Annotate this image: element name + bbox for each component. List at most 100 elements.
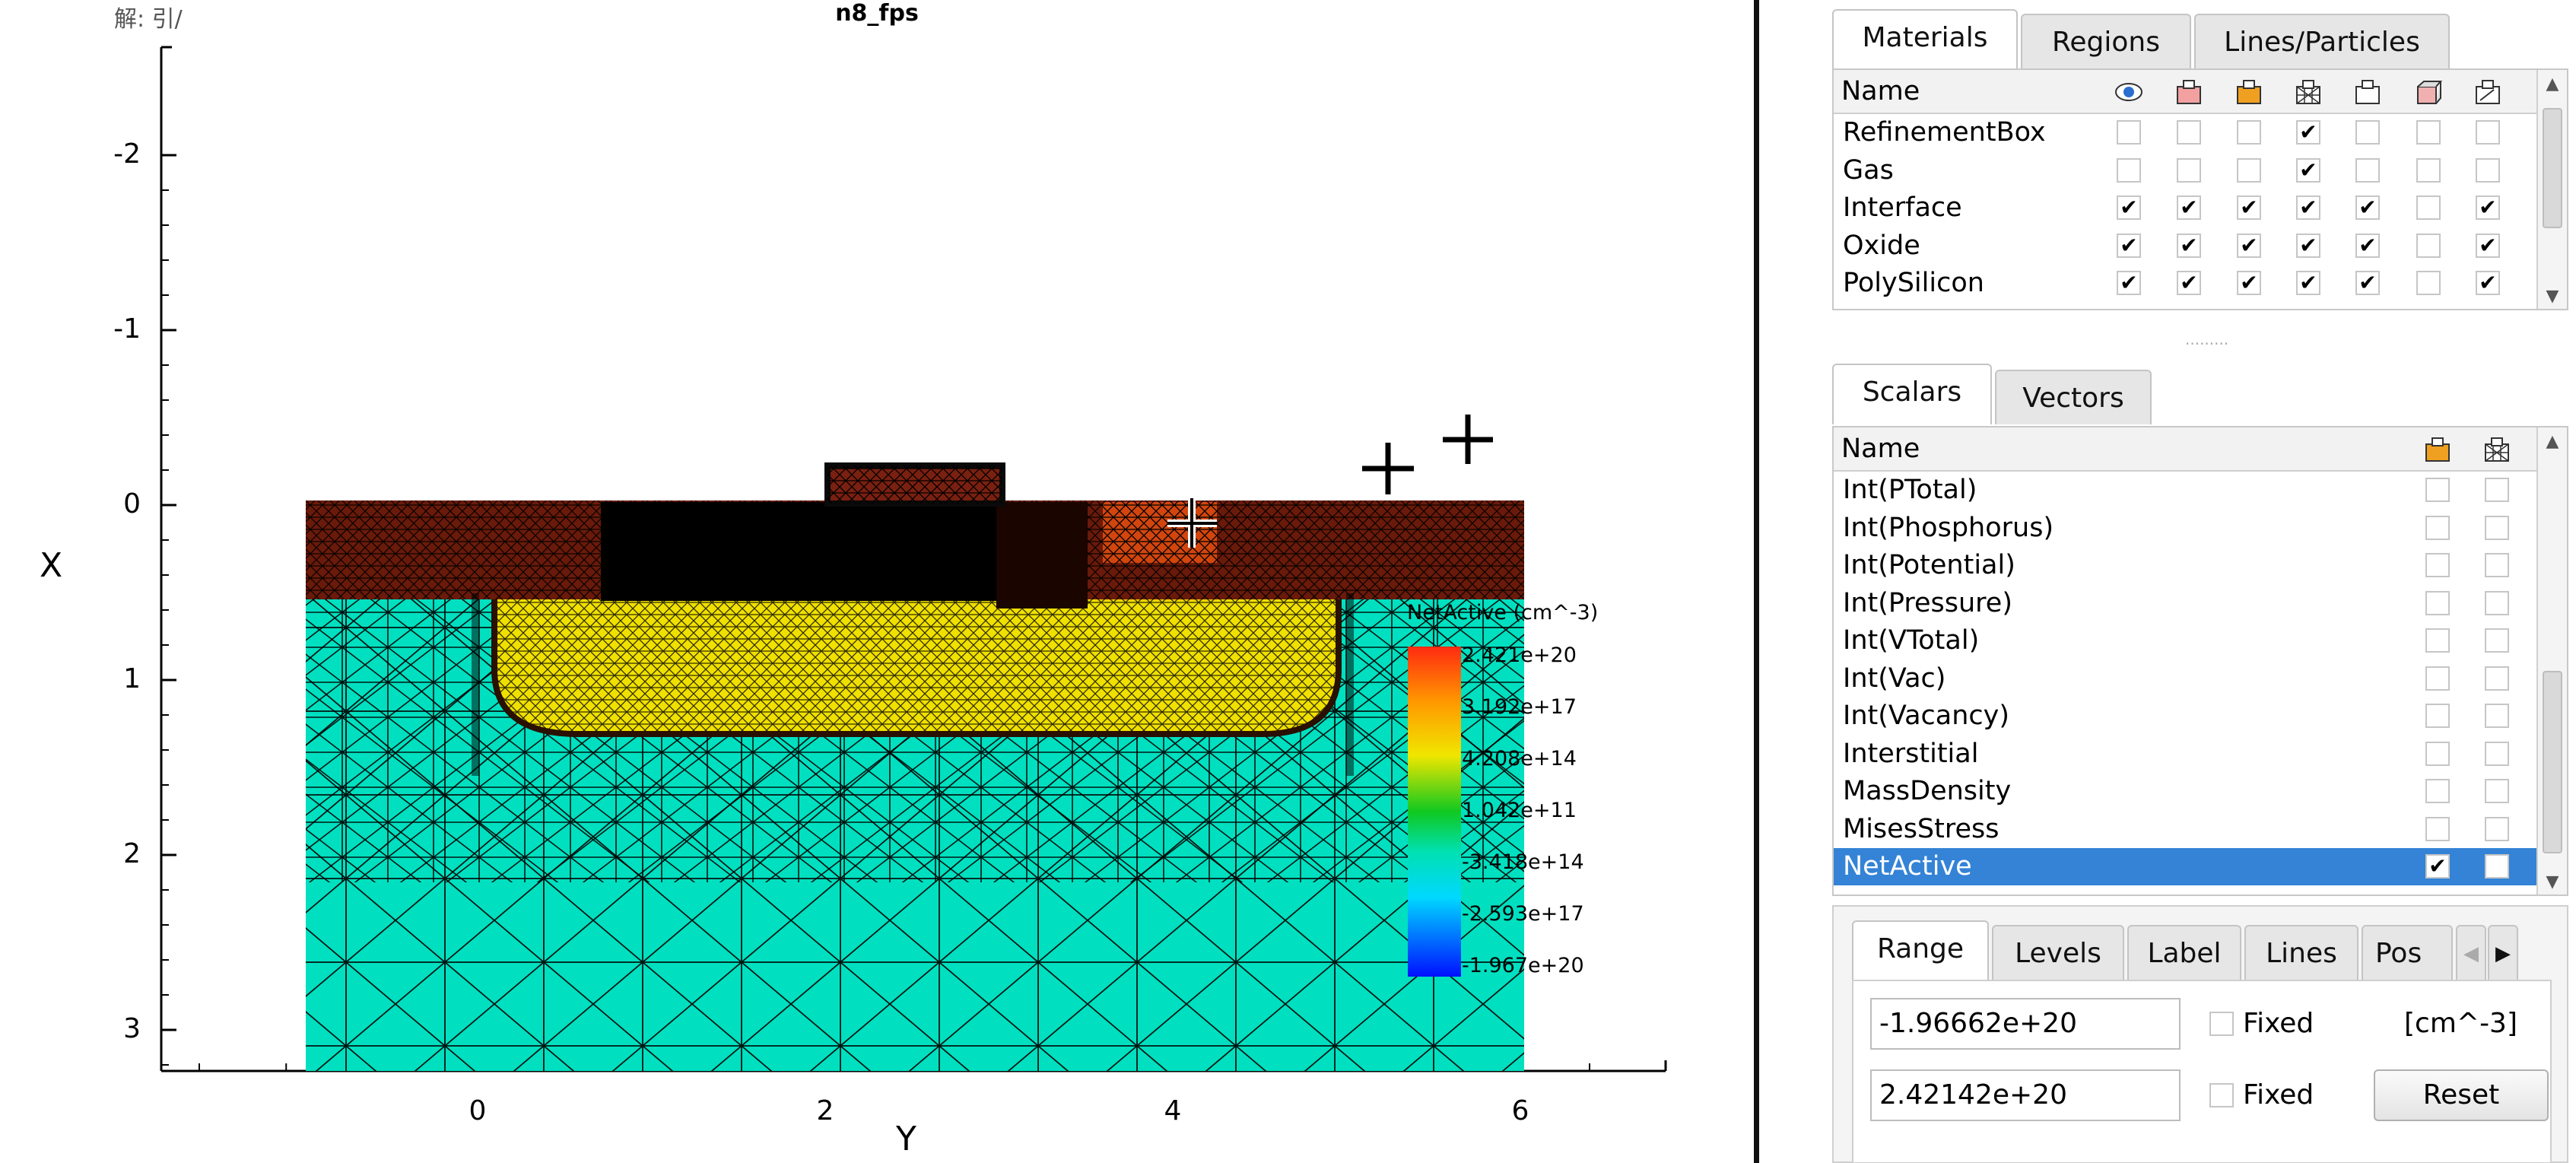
visibility-checkbox[interactable]	[2416, 195, 2441, 220]
visibility-checkbox[interactable]	[2425, 741, 2450, 766]
visibility-checkbox[interactable]	[2416, 233, 2441, 258]
table-row[interactable]: Int(VTotal)	[1834, 622, 2538, 659]
visibility-checkbox[interactable]	[2117, 120, 2141, 145]
visibility-checkbox[interactable]: ✔	[2296, 233, 2320, 258]
table-row[interactable]: Oxide ✔ ✔ ✔ ✔ ✔ ✔	[1834, 227, 2538, 265]
table-row[interactable]: RefinementBox ✔	[1834, 114, 2538, 151]
visibility-checkbox[interactable]	[2425, 515, 2450, 540]
scalars-scrollbar[interactable]: ▲ ▼	[2536, 427, 2567, 894]
visibility-checkbox[interactable]: ✔	[2476, 271, 2500, 295]
visibility-checkbox[interactable]	[2425, 704, 2450, 728]
visibility-checkbox[interactable]	[2485, 779, 2509, 803]
visibility-checkbox[interactable]	[2416, 157, 2441, 183]
tab-scalars[interactable]: Scalars	[1832, 364, 1992, 424]
tab-scroll-left-icon[interactable]: ◀	[2456, 925, 2486, 980]
visibility-checkbox[interactable]	[2485, 478, 2509, 502]
plot-canvas[interactable]	[0, 0, 1754, 1163]
visibility-checkbox[interactable]: ✔	[2355, 195, 2380, 220]
splitter-handle[interactable]: ·········	[2185, 335, 2229, 353]
visibility-checkbox[interactable]: ✔	[2296, 195, 2320, 220]
scroll-thumb[interactable]	[2543, 671, 2562, 853]
panel-divider[interactable]	[1754, 0, 1759, 1163]
visibility-checkbox[interactable]	[2485, 515, 2509, 540]
materials-scrollbar[interactable]: ▲ ▼	[2536, 70, 2567, 309]
table-row[interactable]: Int(Pressure)	[1834, 585, 2538, 622]
visibility-checkbox[interactable]: ✔	[2296, 271, 2320, 295]
tab-lines-particles[interactable]: Lines/Particles	[2194, 14, 2450, 68]
visibility-checkbox[interactable]: ✔	[2237, 195, 2261, 220]
visibility-checkbox[interactable]: ✔	[2355, 233, 2380, 258]
table-row[interactable]: Int(PTotal)	[1834, 472, 2538, 509]
tab-materials[interactable]: Materials	[1832, 9, 2018, 70]
scroll-thumb[interactable]	[2543, 108, 2562, 228]
table-row[interactable]: Int(Vacancy)	[1834, 697, 2538, 735]
visibility-checkbox[interactable]	[2485, 553, 2509, 577]
visibility-checkbox[interactable]	[2425, 478, 2450, 502]
visibility-checkbox[interactable]	[2485, 741, 2509, 766]
visibility-checkbox[interactable]: ✔	[2425, 854, 2450, 879]
table-row[interactable]: Int(Vac)	[1834, 660, 2538, 697]
plot-area[interactable]: 解: 引/ n8_fps	[0, 0, 1754, 1163]
tab-lines[interactable]: Lines	[2244, 925, 2358, 980]
min-value-input[interactable]: -1.96662e+20	[1870, 998, 2181, 1050]
visibility-checkbox[interactable]	[2117, 157, 2141, 183]
visibility-checkbox[interactable]	[2485, 590, 2509, 615]
visibility-checkbox[interactable]	[2485, 704, 2509, 728]
visibility-checkbox[interactable]	[2177, 157, 2201, 183]
materials-table[interactable]: Name RefinementBox ✔ Gas ✔ Interface ✔ ✔ ✔ ✔ ✔ ✔ Ox…	[1832, 68, 2568, 310]
visibility-checkbox[interactable]: ✔	[2355, 271, 2380, 295]
table-row[interactable]: PolySilicon ✔ ✔ ✔ ✔ ✔ ✔	[1834, 265, 2538, 302]
tab-levels[interactable]: Levels	[1992, 925, 2124, 980]
visibility-checkbox[interactable]: ✔	[2117, 233, 2141, 258]
visibility-checkbox[interactable]	[2355, 157, 2380, 183]
tab-range[interactable]: Range	[1852, 920, 1989, 981]
visibility-checkbox[interactable]	[2485, 854, 2509, 879]
visibility-checkbox[interactable]	[2177, 120, 2201, 145]
visibility-checkbox[interactable]	[2425, 779, 2450, 803]
scroll-up-icon[interactable]: ▲	[2546, 75, 2559, 94]
tab-label[interactable]: Label	[2127, 925, 2241, 980]
visibility-checkbox[interactable]: ✔	[2237, 233, 2261, 258]
visibility-checkbox[interactable]	[2485, 628, 2509, 653]
visibility-checkbox[interactable]: ✔	[2177, 233, 2201, 258]
tab-vectors[interactable]: Vectors	[1995, 370, 2152, 424]
visibility-checkbox[interactable]: ✔	[2177, 195, 2201, 220]
visibility-checkbox[interactable]	[2485, 816, 2509, 841]
table-row[interactable]: NetActive ✔	[1834, 848, 2538, 885]
visibility-checkbox[interactable]	[2237, 120, 2261, 145]
min-fixed-checkbox[interactable]	[2209, 1012, 2234, 1036]
max-value-input[interactable]: 2.42142e+20	[1870, 1069, 2181, 1121]
visibility-checkbox[interactable]	[2485, 666, 2509, 691]
visibility-checkbox[interactable]: ✔	[2117, 195, 2141, 220]
tab-pos[interactable]: Pos	[2362, 925, 2453, 980]
visibility-checkbox[interactable]	[2476, 157, 2500, 183]
max-fixed-checkbox[interactable]	[2209, 1083, 2234, 1107]
scroll-down-icon[interactable]: ▼	[2546, 287, 2559, 306]
visibility-checkbox[interactable]	[2425, 666, 2450, 691]
tab-scroll-right-icon[interactable]: ▶	[2488, 925, 2518, 980]
visibility-checkbox[interactable]	[2425, 816, 2450, 841]
visibility-checkbox[interactable]: ✔	[2296, 120, 2320, 145]
table-row[interactable]: MisesStress	[1834, 811, 2538, 848]
table-row[interactable]: Gas ✔	[1834, 152, 2538, 189]
reset-button[interactable]: Reset	[2374, 1069, 2549, 1121]
table-row[interactable]: Int(Potential)	[1834, 547, 2538, 584]
visibility-checkbox[interactable]	[2476, 120, 2500, 145]
table-row[interactable]: Int(Phosphorus)	[1834, 510, 2538, 547]
table-row[interactable]: Interstitial	[1834, 736, 2538, 773]
scroll-up-icon[interactable]: ▲	[2546, 432, 2559, 451]
visibility-checkbox[interactable]: ✔	[2117, 271, 2141, 295]
visibility-checkbox[interactable]	[2355, 120, 2380, 145]
scalars-table[interactable]: Name Int(PTotal) Int(Phosphorus) Int(Poten…	[1832, 426, 2568, 896]
table-row[interactable]: Interface ✔ ✔ ✔ ✔ ✔ ✔	[1834, 189, 2538, 227]
table-row[interactable]: MassDensity	[1834, 773, 2538, 810]
visibility-checkbox[interactable]: ✔	[2177, 271, 2201, 295]
visibility-checkbox[interactable]: ✔	[2476, 195, 2500, 220]
visibility-checkbox[interactable]	[2416, 120, 2441, 145]
visibility-checkbox[interactable]	[2416, 271, 2441, 295]
tab-regions[interactable]: Regions	[2021, 14, 2191, 68]
visibility-checkbox[interactable]	[2237, 157, 2261, 183]
visibility-checkbox[interactable]	[2425, 553, 2450, 577]
visibility-checkbox[interactable]: ✔	[2296, 157, 2320, 183]
visibility-checkbox[interactable]: ✔	[2476, 233, 2500, 258]
